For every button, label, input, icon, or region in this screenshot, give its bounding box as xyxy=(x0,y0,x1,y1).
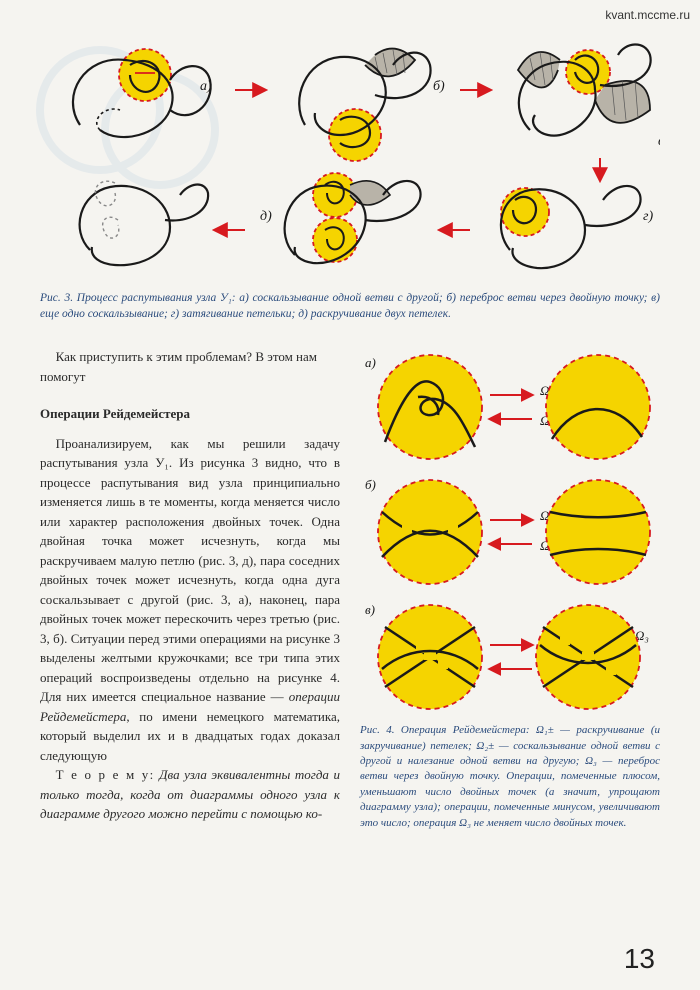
figure-4-caption: Рис. 4. Операция Рейдемейстера: Ω₁± — ра… xyxy=(360,723,660,831)
body-paragraph: Проанализируем, как мы решили задачу рас… xyxy=(40,434,340,766)
figure-3: а) б) xyxy=(40,30,660,280)
svg-text:д): д) xyxy=(260,209,272,224)
section-title: Операции Рейдемейстера xyxy=(40,404,340,424)
right-column: а) Ω₁⁺ Ω₁⁻ б) xyxy=(360,347,660,831)
svg-text:а): а) xyxy=(200,79,212,94)
svg-text:г): г) xyxy=(643,209,653,224)
watermark-text: kvant.mccme.ru xyxy=(605,8,690,22)
svg-text:б): б) xyxy=(365,477,376,492)
page-number: 13 xyxy=(624,943,655,975)
figure-3-caption: Рис. 3. Процесс распутывания узла У₁: а)… xyxy=(40,290,660,322)
svg-text:а): а) xyxy=(365,355,376,370)
svg-text:б): б) xyxy=(433,79,445,94)
svg-text:в): в) xyxy=(658,134,660,149)
svg-text:в): в) xyxy=(365,602,375,617)
theorem: Т е о р е м у: Два узла эквивалентны тог… xyxy=(40,765,340,824)
figure-4: а) Ω₁⁺ Ω₁⁻ б) xyxy=(360,347,660,717)
intro-text: Как приступить к этим проблемам? В этом … xyxy=(40,347,340,386)
left-column: Как приступить к этим проблемам? В этом … xyxy=(40,347,340,831)
body-main: Проанализируем, как мы решили задачу рас… xyxy=(40,436,340,705)
theorem-label: Т е о р е м у: xyxy=(56,767,155,782)
